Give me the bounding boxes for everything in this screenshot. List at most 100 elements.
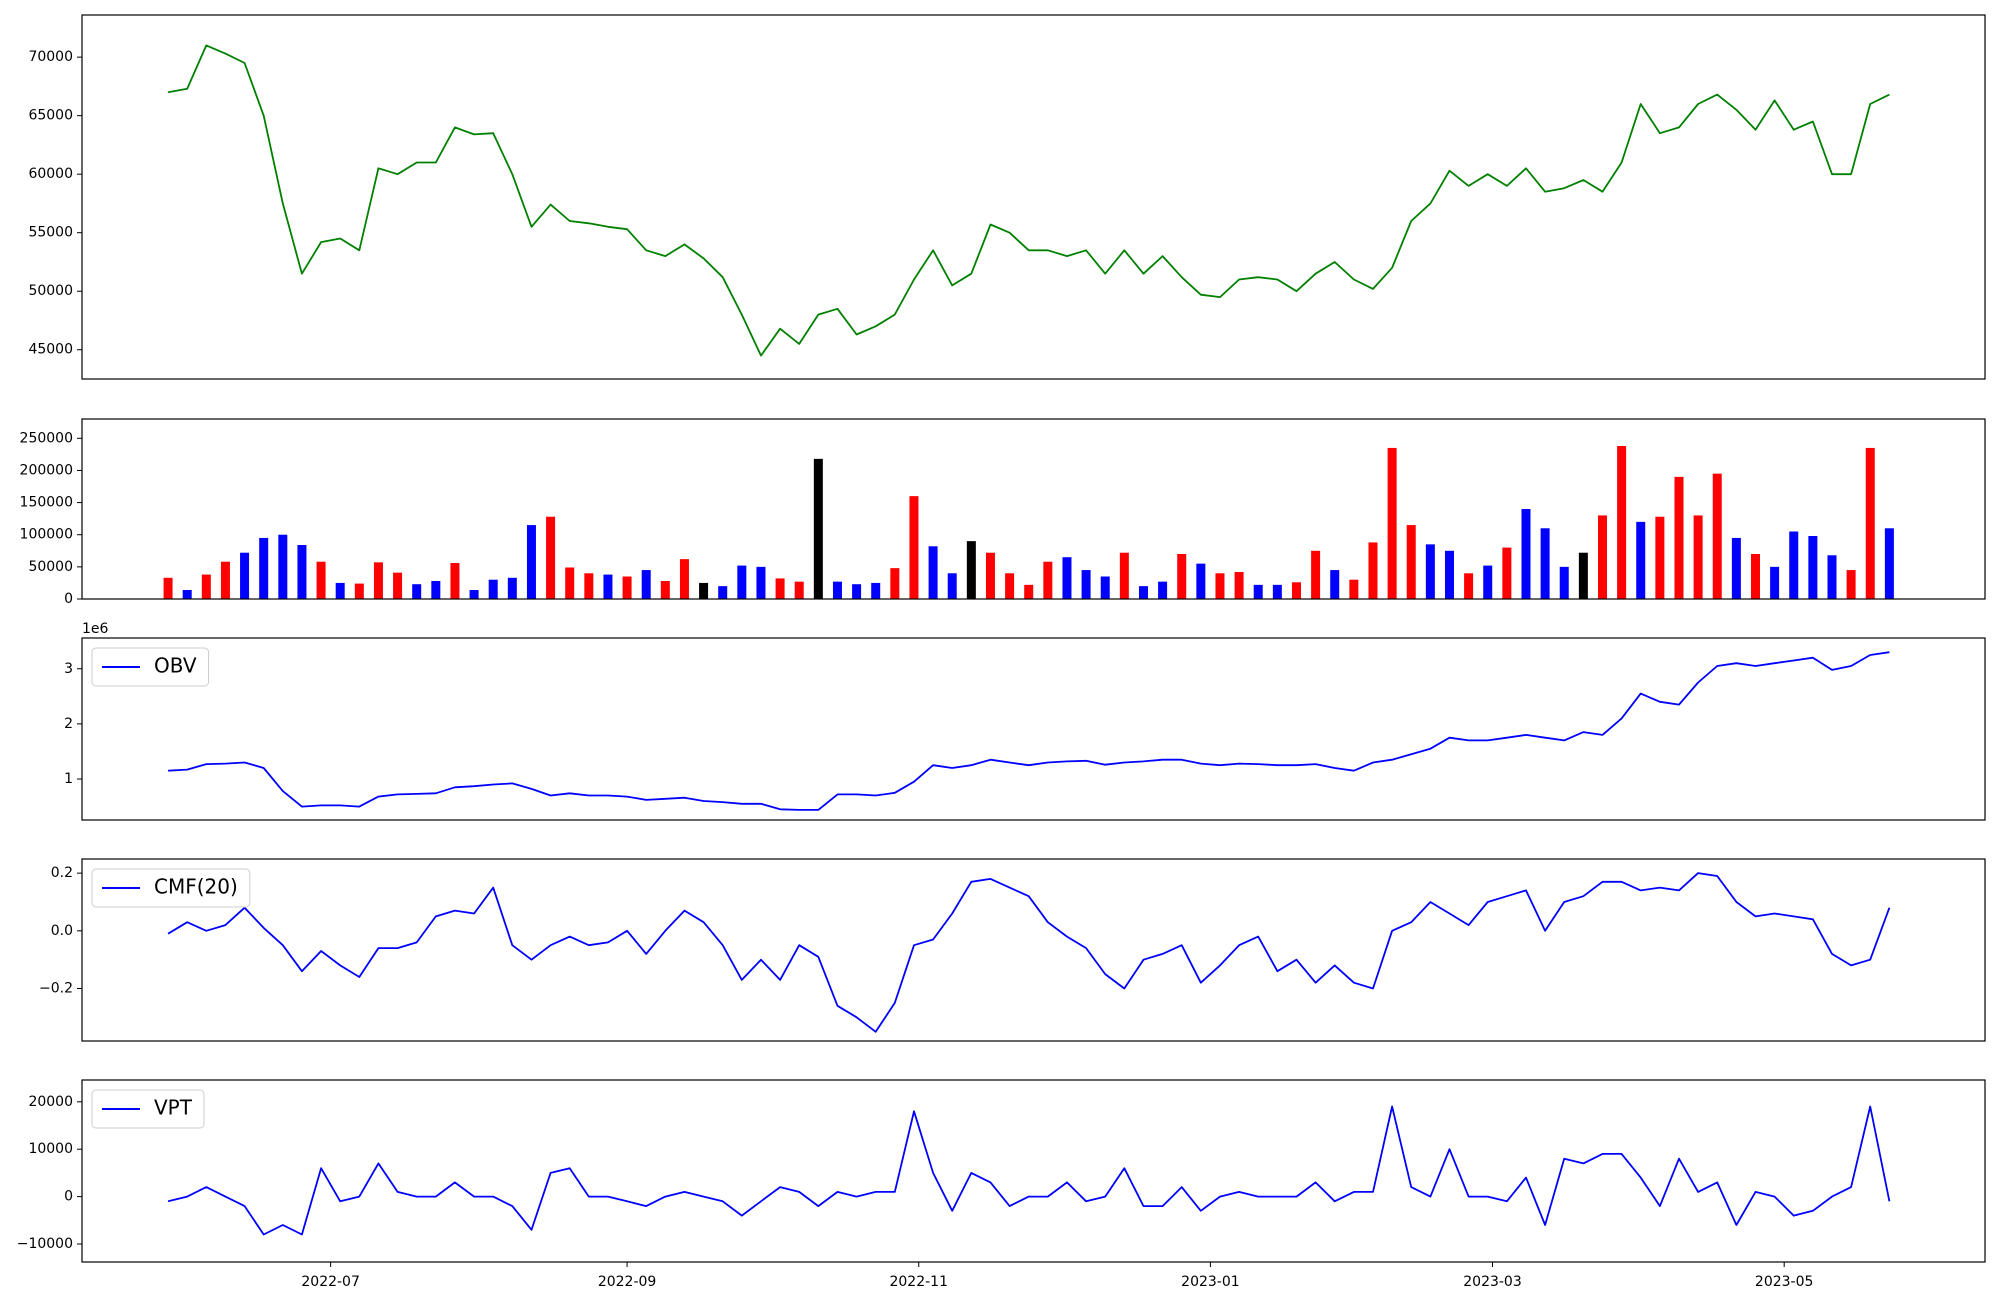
bar <box>1502 547 1512 599</box>
bar <box>832 581 842 599</box>
bar <box>1253 584 1263 599</box>
bar <box>1291 582 1301 599</box>
y-tick-label: 0 <box>64 591 73 607</box>
y-tick-label: 65000 <box>28 108 73 124</box>
bar <box>1865 447 1875 599</box>
bar <box>1177 554 1187 599</box>
legend-box <box>91 647 210 687</box>
bar <box>603 574 613 599</box>
bar <box>1559 566 1569 599</box>
bar <box>354 583 364 599</box>
bar <box>1043 561 1053 599</box>
bar <box>852 584 862 599</box>
x-tick-label: 2023-01 <box>1181 1274 1240 1290</box>
bar <box>1464 573 1474 599</box>
y-tick-label: 55000 <box>28 225 73 241</box>
bar <box>526 525 536 599</box>
y-tick-label: 3 <box>64 661 73 677</box>
bar <box>737 565 747 599</box>
x-tick-label: 2022-11 <box>889 1274 948 1290</box>
bar <box>1425 544 1435 599</box>
legend-box <box>91 1089 205 1129</box>
bar <box>546 516 556 599</box>
bar <box>507 577 517 599</box>
bar <box>1005 573 1015 599</box>
bar <box>297 545 307 599</box>
x-tick-label: 2022-07 <box>301 1274 360 1290</box>
bar <box>909 496 919 599</box>
legend-box <box>91 868 251 908</box>
bar <box>1387 447 1397 599</box>
bar <box>679 559 689 599</box>
bar <box>278 534 288 599</box>
y-tick-label: 0.2 <box>51 865 73 881</box>
bar <box>163 577 173 599</box>
y-tick-label: 1 <box>64 771 73 787</box>
axes-frame <box>81 1079 1986 1263</box>
y-tick-label: 0.0 <box>51 923 73 939</box>
bar <box>240 552 250 599</box>
bar <box>871 582 881 599</box>
bar <box>1808 536 1818 599</box>
y-tick-label: 0 <box>64 1189 73 1205</box>
axes-frame <box>81 14 1986 380</box>
x-tick-label: 2022-09 <box>598 1274 657 1290</box>
bar <box>1349 579 1359 599</box>
bar <box>1158 581 1168 599</box>
y-tick-label: 250000 <box>20 430 73 446</box>
bar <box>1884 528 1894 599</box>
y-tick-label: −10000 <box>17 1236 73 1252</box>
bar <box>1272 584 1282 599</box>
bar <box>1540 528 1550 599</box>
bar <box>622 576 632 599</box>
bar <box>1597 515 1607 599</box>
bar <box>316 561 326 599</box>
bar <box>1196 563 1206 599</box>
bar <box>699 582 709 599</box>
bar <box>890 568 900 599</box>
axes-frame <box>81 418 1986 600</box>
bar <box>1234 572 1244 599</box>
bar <box>641 570 651 599</box>
legend: OBV <box>91 647 210 687</box>
bar <box>775 578 785 599</box>
bar <box>1636 521 1646 599</box>
y-tick-label: 10000 <box>28 1141 73 1157</box>
bar <box>259 537 269 599</box>
bar <box>1827 555 1837 599</box>
data-line <box>167 44 1890 357</box>
bar <box>1712 473 1722 599</box>
y-tick-label: 70000 <box>28 49 73 65</box>
data-line <box>167 872 1891 1033</box>
bar <box>584 573 594 599</box>
bar <box>450 563 460 599</box>
bar <box>1846 570 1856 599</box>
x-tick-label: 2023-05 <box>1755 1274 1814 1290</box>
bar <box>393 572 403 599</box>
axes-frame <box>81 858 1986 1042</box>
bar <box>660 581 670 599</box>
x-tick-label: 2023-03 <box>1463 1274 1522 1290</box>
bar <box>201 574 211 599</box>
y-tick-label: 50000 <box>28 559 73 575</box>
bar <box>1311 550 1321 599</box>
bar <box>1655 516 1665 599</box>
bar <box>1578 552 1588 599</box>
axes-frame <box>81 637 1986 821</box>
legend-label: VPT <box>154 1096 193 1120</box>
bar <box>1024 584 1034 599</box>
bar <box>1483 565 1493 599</box>
data-line <box>167 1105 1891 1236</box>
y-tick-label: 2 <box>64 716 73 732</box>
offset-label: 1e6 <box>82 621 109 637</box>
bar <box>1330 570 1340 599</box>
data-line <box>168 651 1890 811</box>
y-tick-label: 50000 <box>28 283 73 299</box>
bar <box>1215 573 1225 599</box>
bar <box>794 581 804 599</box>
bar <box>1138 586 1148 599</box>
y-tick-label: 150000 <box>20 495 73 511</box>
bar <box>813 458 823 599</box>
bar <box>1119 552 1129 599</box>
